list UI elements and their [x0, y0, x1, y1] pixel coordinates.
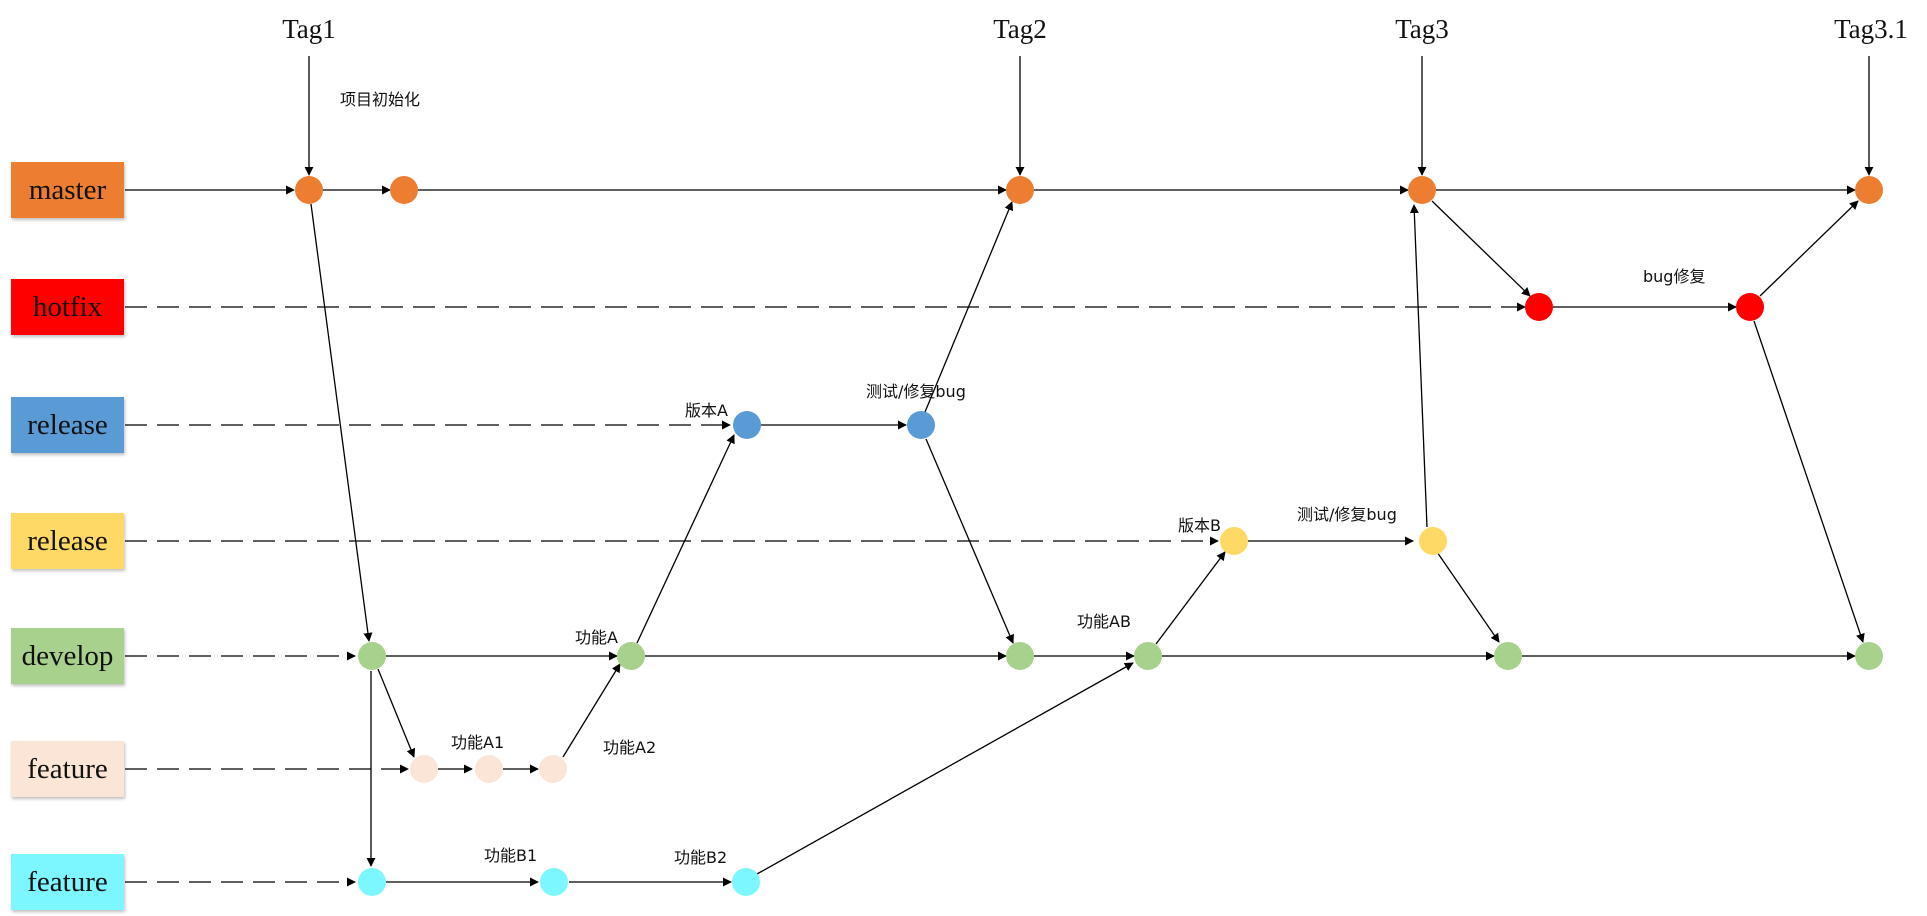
- master-to-hotfix-edge: [1431, 200, 1531, 297]
- annotation-bugfix: bug修复: [1643, 267, 1705, 286]
- feature-b-to-develop-edge: [756, 662, 1134, 875]
- annotations: 项目初始化 bug修复 版本A 测试/修复bug 版本B 测试/修复bug 功能…: [340, 90, 1705, 867]
- develop-commit: [358, 642, 386, 670]
- feature-a-commit: [475, 755, 503, 783]
- branch-label-master: master: [11, 162, 124, 218]
- annotation-test-b: 测试/修复bug: [1297, 505, 1397, 524]
- commit-nodes: [295, 176, 1883, 896]
- branch-label-release-a: release: [11, 397, 124, 453]
- hotfix-commit: [1525, 293, 1553, 321]
- release-a-commit: [907, 411, 935, 439]
- annotation-feature-ab: 功能AB: [1077, 612, 1131, 631]
- feature-b-commit: [732, 868, 760, 896]
- annotation-version-a: 版本A: [685, 401, 728, 420]
- release-b-to-develop-edge: [1436, 551, 1500, 643]
- release-b-to-master-edge: [1409, 204, 1428, 528]
- annotation-feature-a1: 功能A1: [451, 733, 504, 752]
- tag-label: Tag3.1: [1834, 14, 1908, 44]
- master-to-develop-edge: [310, 203, 373, 642]
- branch-label-hotfix: hotfix: [11, 279, 124, 335]
- annotation-feature-b1: 功能B1: [484, 846, 537, 865]
- annotation-test-a: 测试/修复bug: [866, 382, 966, 401]
- release-a-commit: [733, 411, 761, 439]
- annotation-feature-a: 功能A: [575, 628, 618, 647]
- dashed-lifelines: [125, 302, 1526, 887]
- annotation-feature-b2: 功能B2: [674, 848, 727, 867]
- hotfix-commit: [1736, 293, 1764, 321]
- feature-a-commit: [539, 755, 567, 783]
- edges: [125, 56, 1874, 887]
- master-commit: [295, 176, 323, 204]
- develop-to-release-a-edge: [636, 434, 735, 644]
- release-a-to-develop-edge: [925, 438, 1014, 644]
- tag-label: Tag3: [1395, 14, 1449, 44]
- release-b-commit: [1220, 527, 1248, 555]
- hotfix-to-develop-edge: [1753, 320, 1865, 643]
- feature-b-commit: [358, 868, 386, 896]
- master-commit: [1006, 176, 1034, 204]
- annotation-version-b: 版本B: [1178, 516, 1221, 535]
- develop-to-feature-a-edge: [377, 668, 416, 758]
- develop-commit: [1855, 642, 1883, 670]
- develop-commit: [617, 642, 645, 670]
- hotfix-to-master-edge: [1759, 200, 1859, 297]
- feature-a-to-develop-edge: [562, 663, 621, 758]
- tag-label: Tag2: [993, 14, 1047, 44]
- release-b-commit: [1419, 527, 1447, 555]
- feature-b-commit: [540, 868, 568, 896]
- develop-commit: [1006, 642, 1034, 670]
- release-a-to-master-edge: [924, 201, 1014, 413]
- master-commit: [1408, 176, 1436, 204]
- master-commit: [390, 176, 418, 204]
- tag-label: Tag1: [282, 14, 336, 44]
- branch-label-feature-b: feature: [11, 854, 124, 910]
- tags: Tag1 Tag2 Tag3 Tag3.1: [282, 14, 1908, 44]
- feature-a-commit: [410, 755, 438, 783]
- branch-label-release-b: release: [11, 513, 124, 569]
- develop-commit: [1494, 642, 1522, 670]
- master-commit: [1855, 176, 1883, 204]
- annotation-init: 项目初始化: [340, 90, 420, 109]
- branch-label-feature-a: feature: [11, 741, 124, 797]
- branch-label-develop: develop: [11, 628, 124, 684]
- develop-commit: [1134, 642, 1162, 670]
- annotation-feature-a2: 功能A2: [603, 738, 656, 757]
- develop-to-release-b-edge: [1155, 551, 1226, 645]
